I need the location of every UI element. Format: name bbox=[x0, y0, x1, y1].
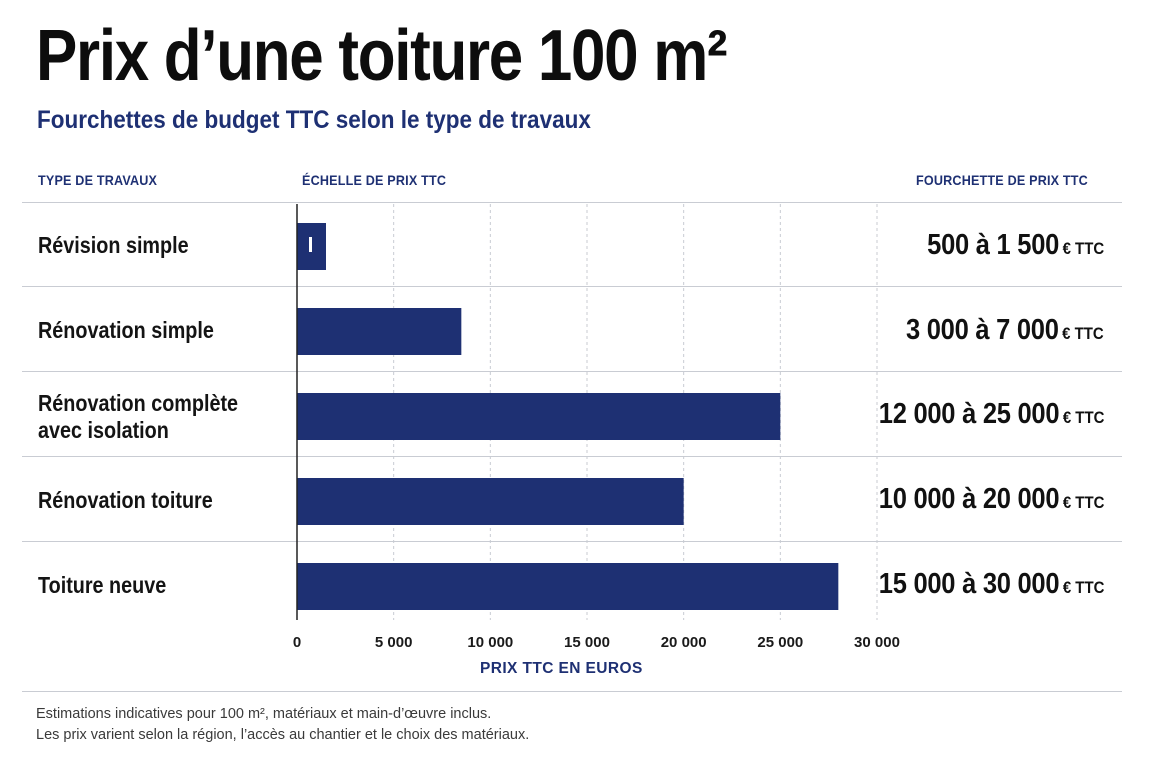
footnote-line-2: Les prix varient selon la région, l’accè… bbox=[36, 727, 530, 743]
range-value: 15 000 à 30 000 bbox=[878, 568, 1059, 600]
range-renovation-complete: 12 000 à 25 000 € TTC bbox=[878, 398, 1104, 431]
x-tick-label: 20 000 bbox=[661, 634, 707, 651]
header-scale: ÉCHELLE DE PRIX TTC bbox=[302, 172, 447, 188]
header-divider bbox=[22, 202, 1122, 203]
bar bbox=[297, 563, 839, 610]
range-unit: € TTC bbox=[1062, 239, 1104, 258]
row-label-renovation-simple: Rénovation simple bbox=[38, 317, 214, 343]
footnote-line-1: Estimations indicatives pour 100 m², mat… bbox=[36, 706, 492, 722]
range-renovation-toiture: 10 000 à 20 000 € TTC bbox=[878, 483, 1104, 516]
row-divider bbox=[22, 286, 1122, 287]
range-unit: € TTC bbox=[1062, 408, 1104, 427]
x-tick-label: 0 bbox=[293, 634, 301, 651]
range-value: 12 000 à 25 000 bbox=[878, 398, 1059, 430]
row-label-toiture-neuve: Toiture neuve bbox=[38, 572, 167, 598]
x-tick-label: 25 000 bbox=[757, 634, 803, 651]
range-unit: € TTC bbox=[1062, 324, 1104, 343]
bar bbox=[297, 478, 684, 525]
page-subtitle: Fourchettes de budget TTC selon le type … bbox=[37, 106, 591, 134]
range-revision-simple: 500 à 1 500 € TTC bbox=[927, 229, 1104, 262]
row-label-renovation-toiture: Rénovation toiture bbox=[38, 487, 213, 513]
bar bbox=[297, 393, 781, 440]
x-tick-label: 30 000 bbox=[854, 634, 900, 651]
x-axis-title: PRIX TTC EN EUROS bbox=[480, 660, 643, 677]
footer-divider bbox=[22, 691, 1122, 692]
footnote: Estimations indicatives pour 100 m², mat… bbox=[36, 704, 529, 746]
row-divider bbox=[22, 541, 1122, 542]
range-toiture-neuve: 15 000 à 30 000 € TTC bbox=[878, 568, 1104, 601]
row-divider bbox=[22, 371, 1122, 372]
range-value: 500 à 1 500 bbox=[926, 229, 1059, 261]
bar-marker bbox=[309, 237, 312, 252]
range-renovation-simple: 3 000 à 7 000 € TTC bbox=[906, 314, 1104, 347]
range-value: 10 000 à 20 000 bbox=[878, 483, 1059, 515]
x-tick-label: 5 000 bbox=[375, 634, 413, 651]
page-title: Prix d’une toiture 100 m² bbox=[36, 16, 728, 96]
x-tick-label: 10 000 bbox=[467, 634, 513, 651]
row-divider bbox=[22, 456, 1122, 457]
row-label-revision-simple: Révision simple bbox=[38, 232, 189, 258]
range-unit: € TTC bbox=[1062, 578, 1104, 597]
x-tick-label: 15 000 bbox=[564, 634, 610, 651]
row-label-renovation-complete: Rénovation complète avec isolation bbox=[38, 390, 239, 443]
range-value: 3 000 à 7 000 bbox=[906, 314, 1059, 346]
bar bbox=[297, 308, 462, 355]
range-unit: € TTC bbox=[1062, 493, 1104, 512]
header-range: FOURCHETTE DE PRIX TTC bbox=[916, 172, 1088, 188]
header-type: TYPE DE TRAVAUX bbox=[38, 172, 158, 188]
